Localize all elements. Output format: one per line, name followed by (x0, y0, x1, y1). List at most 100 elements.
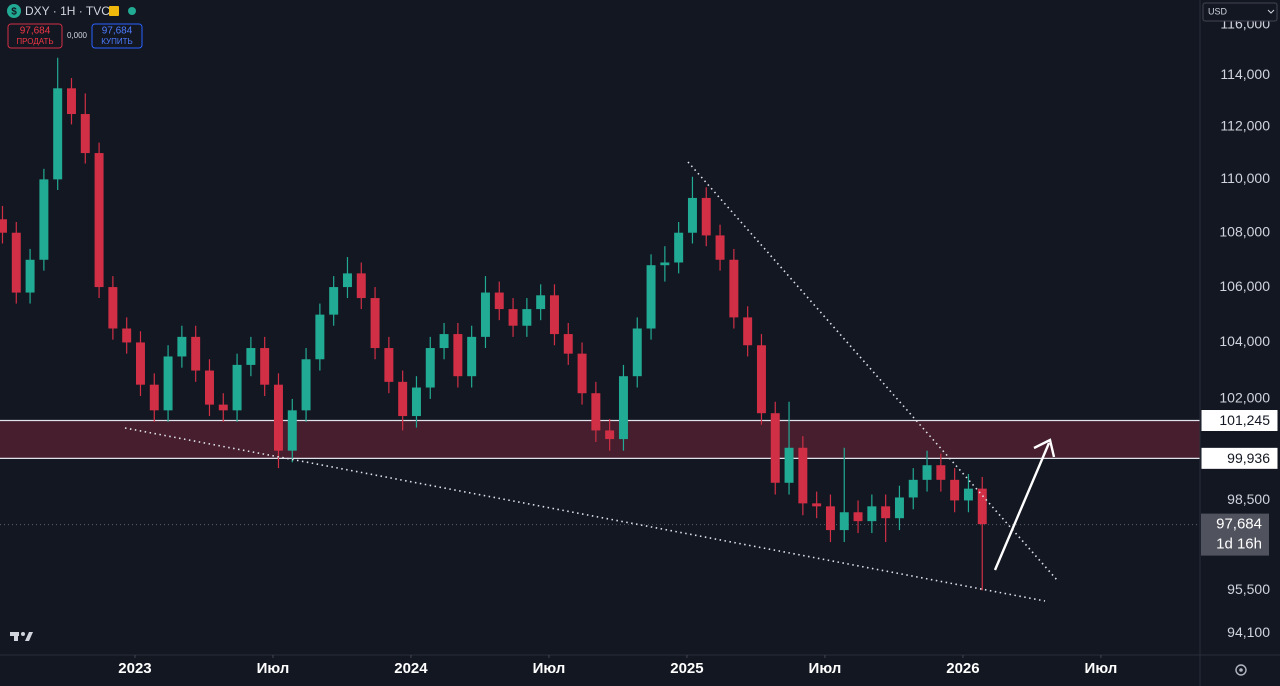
candle-body (494, 292, 504, 310)
candle-body (674, 232, 684, 263)
buy-label: КУПИТЬ (101, 37, 132, 46)
level-label: 99,936 (1227, 450, 1270, 466)
x-tick-label: 2024 (394, 660, 428, 677)
candle-body (867, 506, 877, 522)
candle-body (536, 295, 546, 310)
candle-body (784, 447, 794, 483)
last-price-badge (1201, 513, 1269, 556)
settings-icon[interactable] (1235, 664, 1247, 676)
candle-body (342, 273, 352, 288)
sell-price: 97,684 (20, 26, 51, 37)
candle-body (315, 314, 325, 360)
candle-body (411, 387, 421, 417)
x-tick-label: Июл (1085, 660, 1118, 677)
buy-price: 97,684 (102, 26, 133, 37)
candle-body (177, 336, 187, 357)
candle-body (922, 465, 932, 480)
y-tick-label: 98,500 (1227, 491, 1270, 507)
y-tick-label: 95,500 (1227, 581, 1270, 597)
candle-body (522, 309, 532, 326)
candle-body (687, 197, 697, 233)
candle-body (273, 384, 283, 451)
candle-body (246, 348, 256, 365)
x-tick-label: 2023 (118, 660, 151, 677)
x-tick-label: Июл (257, 660, 290, 677)
currency-label: USD (1208, 6, 1228, 16)
x-tick-label: 2026 (946, 660, 979, 677)
logo (10, 632, 33, 641)
symbol-title[interactable]: DXY · 1H · TVC (25, 4, 110, 18)
y-tick-label: 108,000 (1219, 223, 1270, 239)
candle-body (370, 298, 380, 349)
candle-body (743, 317, 753, 346)
sell-button[interactable] (7, 23, 63, 49)
candle-body (839, 512, 849, 531)
candle-body (398, 381, 408, 417)
candle-body (701, 197, 711, 236)
candle-body (936, 465, 946, 480)
candle-body (39, 179, 49, 260)
candle-body (66, 88, 76, 115)
candle-body (356, 273, 366, 299)
candle-body (0, 219, 7, 233)
y-tick-label: 102,000 (1219, 390, 1270, 406)
candle-body (149, 384, 159, 411)
candle-body (591, 393, 601, 431)
candle-body (467, 336, 477, 377)
candle-body (287, 410, 297, 451)
candle-body (218, 404, 228, 411)
candle-body (729, 259, 739, 318)
level-badge (1200, 409, 1279, 433)
candle-body (632, 328, 642, 377)
candle-body (480, 292, 490, 337)
candle-body (853, 512, 863, 522)
candle-body (646, 265, 656, 329)
currency-select[interactable] (1202, 2, 1278, 22)
trendline-lower (124, 427, 1046, 602)
candle-body (605, 430, 615, 440)
candle-body (384, 348, 394, 382)
candle-body (439, 334, 449, 349)
candle-body (260, 348, 270, 385)
candle-body (94, 153, 104, 288)
buy-button[interactable] (91, 23, 143, 49)
candle-body (660, 262, 670, 266)
candle-body (756, 345, 766, 414)
candle-body (770, 413, 780, 483)
candle-body (453, 334, 463, 377)
candle-body (812, 503, 822, 507)
x-tick-label: 2025 (670, 660, 703, 677)
candle-body (825, 506, 835, 531)
candle-body (301, 359, 311, 411)
candle-body (618, 376, 628, 440)
y-tick-label: 114,000 (1220, 66, 1270, 82)
y-tick-label: 94,100 (1227, 624, 1270, 640)
countdown: 1d 16h (1216, 536, 1262, 553)
candle-body (25, 259, 35, 293)
candle-layer (0, 57, 987, 591)
candle-body (53, 88, 63, 180)
candle-body (508, 309, 518, 326)
level-badge (1200, 446, 1279, 470)
candle-body (108, 287, 118, 329)
status-dot (128, 7, 136, 15)
candle-body (232, 364, 242, 411)
candle-body (563, 334, 573, 354)
candle-body (963, 488, 973, 501)
candle-body (715, 235, 725, 260)
currency-chevron (1267, 9, 1275, 14)
x-tick-label: Июл (809, 660, 842, 677)
candle-body (163, 356, 173, 411)
y-tick-label: 106,000 (1219, 278, 1270, 294)
candle-body (122, 328, 132, 343)
candle-body (204, 370, 214, 405)
candle-body (11, 232, 21, 293)
candle-body (425, 348, 435, 388)
x-tick-label: Июл (533, 660, 566, 677)
candle-body (894, 497, 904, 519)
candle-body (135, 342, 145, 385)
candle-body (798, 447, 808, 504)
candle-body (881, 506, 891, 519)
status-icon (109, 6, 119, 16)
